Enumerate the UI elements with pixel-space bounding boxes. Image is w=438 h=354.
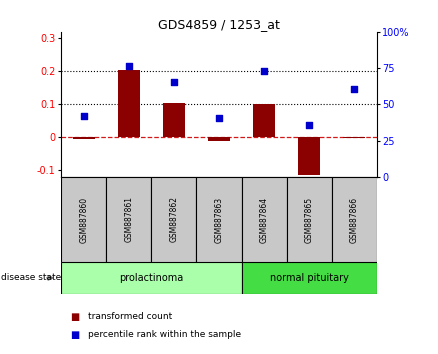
Text: GSM887866: GSM887866 — [350, 196, 359, 242]
Bar — [298, 137, 320, 175]
Text: ■: ■ — [70, 312, 79, 322]
Bar — [241, 262, 377, 294]
Text: transformed count: transformed count — [88, 312, 172, 321]
Bar — [197, 177, 241, 262]
Point — [351, 86, 358, 91]
Text: disease state: disease state — [1, 273, 61, 282]
Bar — [152, 177, 197, 262]
Point — [215, 115, 223, 121]
Text: normal pituitary: normal pituitary — [270, 273, 349, 283]
Bar — [343, 137, 365, 138]
Text: GSM887862: GSM887862 — [170, 196, 178, 242]
Point — [80, 113, 87, 119]
Bar — [208, 137, 230, 141]
Text: GSM887863: GSM887863 — [215, 196, 223, 242]
Bar — [106, 177, 152, 262]
Text: prolactinoma: prolactinoma — [119, 273, 184, 283]
Text: ■: ■ — [70, 330, 79, 339]
Bar — [241, 177, 286, 262]
Text: GSM887861: GSM887861 — [124, 196, 134, 242]
Point — [170, 79, 177, 85]
Bar — [118, 70, 140, 137]
Bar — [61, 177, 106, 262]
Point — [261, 69, 268, 74]
Text: GSM887864: GSM887864 — [260, 196, 268, 242]
Bar — [162, 103, 185, 137]
Text: GSM887865: GSM887865 — [304, 196, 314, 242]
Bar — [332, 177, 377, 262]
Point — [306, 122, 313, 128]
Bar — [73, 137, 95, 139]
Point — [125, 64, 132, 69]
Text: GSM887860: GSM887860 — [79, 196, 88, 242]
Text: percentile rank within the sample: percentile rank within the sample — [88, 330, 241, 339]
Title: GDS4859 / 1253_at: GDS4859 / 1253_at — [158, 18, 280, 31]
Bar — [253, 104, 276, 137]
Bar — [286, 177, 332, 262]
Bar — [61, 262, 241, 294]
